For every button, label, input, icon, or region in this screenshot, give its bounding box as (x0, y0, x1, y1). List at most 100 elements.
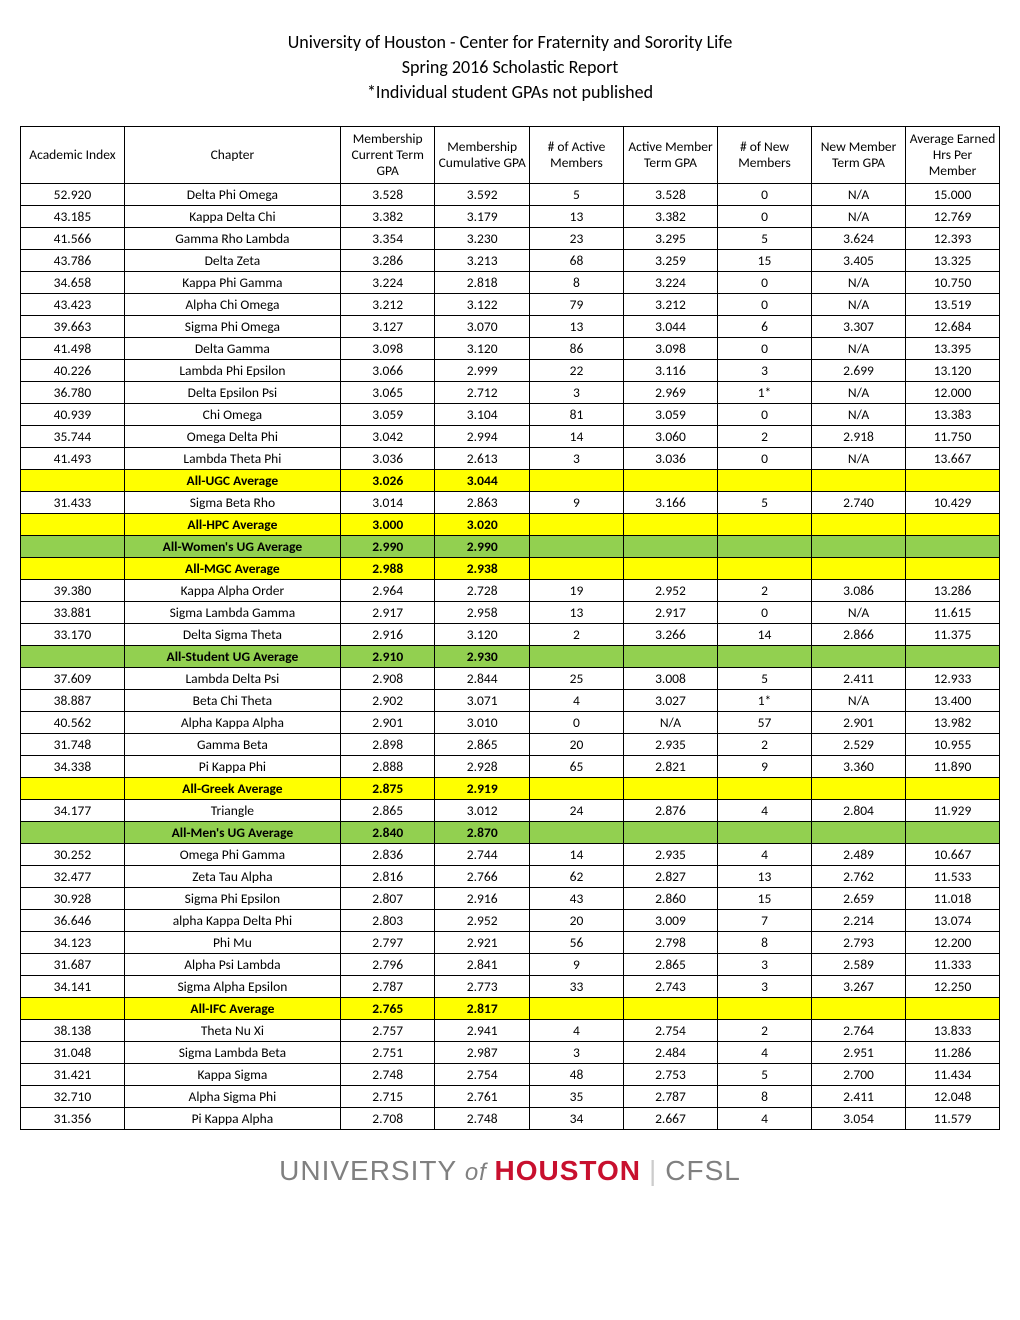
table-row: 36.780Delta Epsilon Psi3.0652.71232.9691… (21, 382, 1000, 404)
table-cell (717, 646, 811, 668)
table-cell: 3.166 (624, 492, 718, 514)
table-cell: 11.579 (906, 1108, 1000, 1130)
table-cell: 3.010 (435, 712, 530, 734)
table-cell: 4 (717, 1108, 811, 1130)
table-cell: 2.994 (435, 426, 530, 448)
table-cell: 2.928 (435, 756, 530, 778)
table-cell: 2.803 (340, 910, 435, 932)
table-cell: 2.411 (812, 668, 906, 690)
table-cell: 31.048 (21, 1042, 125, 1064)
table-cell: 2.796 (340, 954, 435, 976)
table-cell (624, 470, 718, 492)
table-cell (21, 558, 125, 580)
table-cell: 11.533 (906, 866, 1000, 888)
table-cell: 3.224 (340, 272, 435, 294)
table-row: 39.663Sigma Phi Omega3.1273.070133.04463… (21, 316, 1000, 338)
table-cell: 2.876 (624, 800, 718, 822)
table-cell (812, 778, 906, 800)
table-cell (529, 514, 623, 536)
table-cell: 9 (717, 756, 811, 778)
table-cell: 2.751 (340, 1042, 435, 1064)
table-cell: 56 (529, 932, 623, 954)
col-active-members: # of Active Members (529, 126, 623, 184)
table-cell: 12.684 (906, 316, 1000, 338)
table-row: 32.710Alpha Sigma Phi2.7152.761352.78782… (21, 1086, 1000, 1108)
table-cell (624, 822, 718, 844)
table-cell: 52.920 (21, 184, 125, 206)
table-cell: 2.754 (435, 1064, 530, 1086)
table-cell: 3.086 (812, 580, 906, 602)
table-cell (717, 470, 811, 492)
table-cell: 14 (529, 844, 623, 866)
table-cell (529, 646, 623, 668)
table-cell: 2.866 (812, 624, 906, 646)
table-cell: 31.687 (21, 954, 125, 976)
table-row: All-Women's UG Average2.9902.990 (21, 536, 1000, 558)
table-cell: 2.613 (435, 448, 530, 470)
table-cell: 11.286 (906, 1042, 1000, 1064)
table-cell: 3.120 (435, 338, 530, 360)
table-cell: 0 (717, 404, 811, 426)
table-cell: 34.338 (21, 756, 125, 778)
table-cell: N/A (812, 294, 906, 316)
table-cell (812, 558, 906, 580)
table-cell: 3 (529, 382, 623, 404)
table-cell: 2.728 (435, 580, 530, 602)
table-cell: All-MGC Average (124, 558, 340, 580)
table-cell: 2.987 (435, 1042, 530, 1064)
table-cell: 4 (717, 844, 811, 866)
table-cell: 2.916 (435, 888, 530, 910)
table-cell: All-Greek Average (124, 778, 340, 800)
table-cell: 3.044 (435, 470, 530, 492)
table-cell: 2.699 (812, 360, 906, 382)
table-cell (812, 470, 906, 492)
table-cell: 19 (529, 580, 623, 602)
table-cell (624, 514, 718, 536)
table-cell: 2.917 (624, 602, 718, 624)
table-cell: 2.952 (624, 580, 718, 602)
table-cell (717, 998, 811, 1020)
table-cell: 2.916 (340, 624, 435, 646)
table-cell: 2.875 (340, 778, 435, 800)
table-cell (21, 998, 125, 1020)
table-cell: 31.356 (21, 1108, 125, 1130)
table-cell (529, 536, 623, 558)
table-cell: 12.769 (906, 206, 1000, 228)
table-cell: 2.700 (812, 1064, 906, 1086)
table-cell: 30.928 (21, 888, 125, 910)
table-row: 31.356Pi Kappa Alpha2.7082.748342.66743.… (21, 1108, 1000, 1130)
table-cell: 13.074 (906, 910, 1000, 932)
table-cell: 2.764 (812, 1020, 906, 1042)
table-row: 32.477Zeta Tau Alpha2.8162.766622.827132… (21, 866, 1000, 888)
table-cell: 2.787 (340, 976, 435, 998)
table-cell: 65 (529, 756, 623, 778)
table-cell: 13.383 (906, 404, 1000, 426)
table-cell: 3.059 (340, 404, 435, 426)
col-chapter: Chapter (124, 126, 340, 184)
table-cell: 23 (529, 228, 623, 250)
table-cell: N/A (812, 404, 906, 426)
table-cell: 2.990 (435, 536, 530, 558)
table-cell: 34.658 (21, 272, 125, 294)
table-cell: 3 (717, 954, 811, 976)
table-cell: 2.787 (624, 1086, 718, 1108)
table-cell: 2.715 (340, 1086, 435, 1108)
table-cell: 2.863 (435, 492, 530, 514)
table-row: 40.939Chi Omega3.0593.104813.0590N/A13.3… (21, 404, 1000, 426)
table-cell: 13.667 (906, 448, 1000, 470)
table-cell: 2.969 (624, 382, 718, 404)
table-cell: 2.659 (812, 888, 906, 910)
table-cell: 57 (717, 712, 811, 734)
table-cell (906, 536, 1000, 558)
scholastic-report-table: Academic Index Chapter Membership Curren… (20, 126, 1000, 1131)
table-cell: Pi Kappa Alpha (124, 1108, 340, 1130)
table-cell: 2.708 (340, 1108, 435, 1130)
table-cell: Alpha Sigma Phi (124, 1086, 340, 1108)
table-cell: 2.773 (435, 976, 530, 998)
table-row: 35.744Omega Delta Phi3.0422.994143.06022… (21, 426, 1000, 448)
table-cell: 2.840 (340, 822, 435, 844)
table-cell: 3.009 (624, 910, 718, 932)
table-cell: 13.325 (906, 250, 1000, 272)
table-cell: 12.393 (906, 228, 1000, 250)
table-cell: 2.667 (624, 1108, 718, 1130)
